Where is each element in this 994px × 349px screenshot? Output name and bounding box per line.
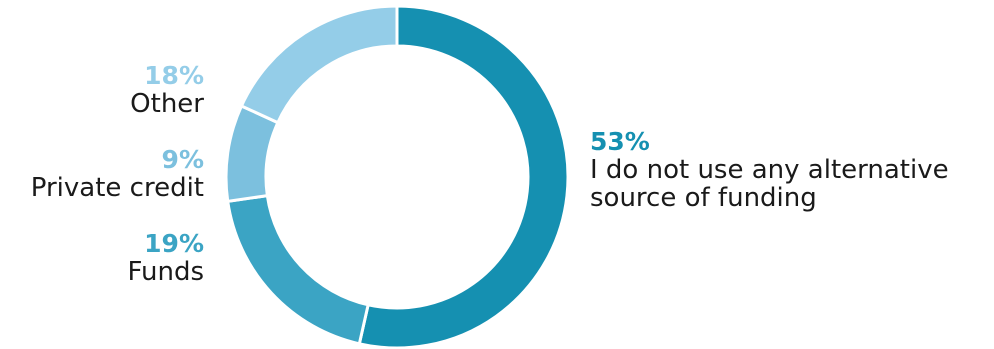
label-funds-percent: 19% <box>144 229 204 258</box>
label-no-alternative-name-line1: I do not use any alternative <box>590 154 949 185</box>
label-no-alternative-name-line2: source of funding <box>590 183 817 214</box>
label-no-alternative: 53% I do not use any alternative source … <box>590 128 949 213</box>
slice-no-alternative <box>357 4 570 349</box>
label-private-credit-name: Private credit <box>30 172 204 203</box>
label-private-credit: 9% Private credit <box>31 146 204 202</box>
label-other: 18% Other <box>130 62 204 118</box>
label-other-percent: 18% <box>144 61 204 90</box>
label-funds-name: Funds <box>127 256 204 287</box>
label-no-alternative-percent: 53% <box>590 127 650 156</box>
label-other-name: Other <box>130 88 204 119</box>
label-private-credit-percent: 9% <box>161 145 204 174</box>
label-funds: 19% Funds <box>127 230 204 286</box>
slice-funds <box>226 193 370 346</box>
slice-other <box>239 4 399 125</box>
